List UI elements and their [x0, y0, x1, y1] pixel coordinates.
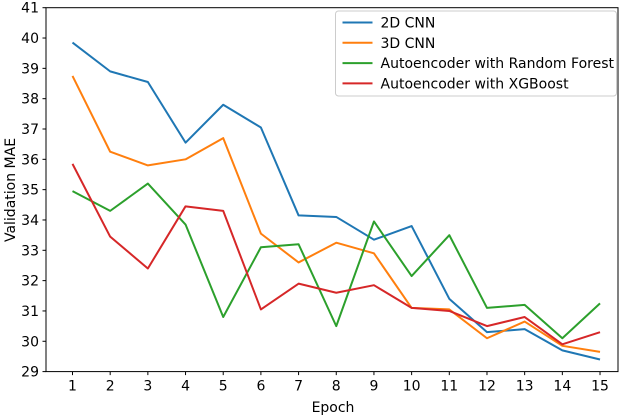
legend-item-2d-cnn: 2D CNN — [342, 16, 436, 32]
x-tick-label: 6 — [256, 379, 265, 395]
y-tick-label: 37 — [21, 122, 39, 138]
legend-label: 3D CNN — [381, 36, 436, 52]
legend: 2D CNN 3D CNN Autoencoder with Random Fore… — [335, 10, 617, 97]
legend-item-autoencoder-with-random-forest: Autoencoder with Random Forest — [342, 56, 615, 72]
y-tick-label: 29 — [21, 365, 39, 381]
legend-item-autoencoder-with-xgboost: Autoencoder with XGBoost — [342, 76, 570, 92]
y-tick-label: 34 — [21, 213, 39, 229]
y-tick-label: 39 — [21, 61, 39, 77]
y-tick-label: 31 — [21, 304, 39, 320]
y-axis-title: Validation MAE — [3, 138, 19, 242]
x-tick-label: 8 — [332, 379, 341, 395]
y-tick-label: 32 — [21, 274, 39, 290]
x-tick-label: 13 — [516, 379, 534, 395]
x-tick-label: 7 — [294, 379, 303, 395]
y-tick-label: 40 — [21, 31, 39, 47]
series-line-autoencoder-with-xgboost — [71, 163, 601, 346]
x-tick-label: 5 — [219, 379, 228, 395]
x-tick-label: 2 — [106, 379, 115, 395]
y-tick-label: 38 — [21, 92, 39, 108]
y-tick-label: 33 — [21, 243, 39, 259]
x-axis-title: Epoch — [312, 400, 355, 416]
series-line-2d-cnn — [71, 41, 601, 361]
legend-frame — [335, 10, 617, 97]
x-tick-label: 15 — [591, 379, 609, 395]
legend-label: 2D CNN — [381, 16, 436, 32]
x-tick-label: 4 — [181, 379, 190, 395]
y-axis: 29 30 31 32 33 34 35 36 37 38 39 40 41 — [21, 1, 46, 381]
y-tick-label: 35 — [21, 183, 39, 199]
legend-label: Autoencoder with XGBoost — [381, 76, 570, 92]
legend-item-3d-cnn: 3D CNN — [342, 36, 436, 52]
x-tick-label: 14 — [553, 379, 571, 395]
y-tick-label: 36 — [21, 152, 39, 168]
legend-label: Autoencoder with Random Forest — [381, 56, 615, 72]
x-axis: 1 2 3 4 5 6 7 8 9 10 11 12 13 14 15 — [68, 371, 609, 395]
x-tick-label: 10 — [403, 379, 421, 395]
series-line-3d-cnn — [71, 75, 601, 353]
series-group — [71, 41, 601, 361]
y-tick-label: 30 — [21, 334, 39, 350]
x-tick-label: 3 — [143, 379, 152, 395]
x-tick-label: 11 — [440, 379, 458, 395]
x-tick-label: 9 — [369, 379, 378, 395]
series-line-autoencoder-with-random-forest — [72, 182, 601, 340]
x-tick-label: 12 — [478, 379, 496, 395]
y-tick-label: 41 — [21, 1, 39, 17]
x-tick-label: 1 — [68, 379, 77, 395]
